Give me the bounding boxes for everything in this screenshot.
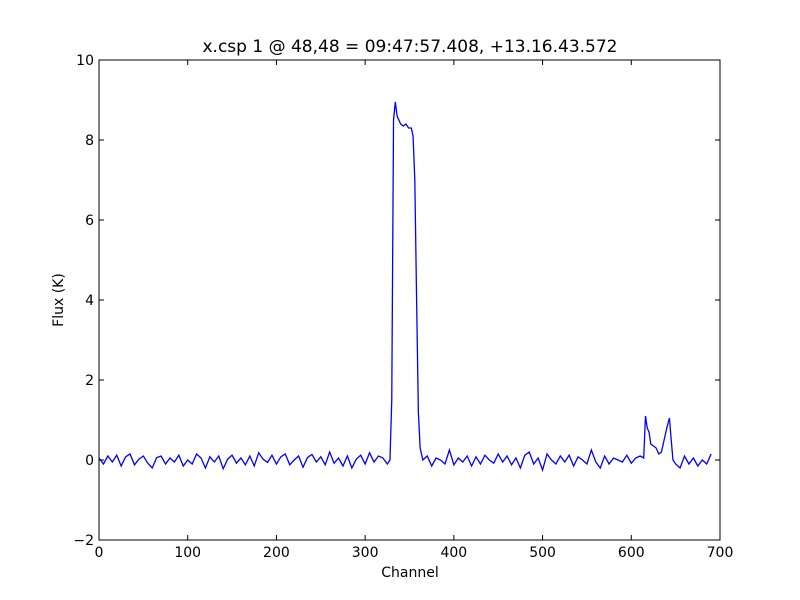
chart-title: x.csp 1 @ 48,48 = 09:47:57.408, +13.16.4… <box>202 37 617 57</box>
y-tick-label: 2 <box>85 373 94 389</box>
x-axis-label: Channel <box>381 565 438 581</box>
x-tick-label: 700 <box>707 545 734 561</box>
x-tick-label: 0 <box>95 545 104 561</box>
y-tick-label: 0 <box>85 453 94 469</box>
y-axis-label: Flux (K) <box>51 273 67 327</box>
y-tick-label: 10 <box>76 53 94 69</box>
y-tick-label: 4 <box>85 293 94 309</box>
y-tick-label: −2 <box>73 533 94 549</box>
y-tick-label: 8 <box>85 133 94 149</box>
y-tick-label: 6 <box>85 213 94 229</box>
x-tick-label: 200 <box>263 545 290 561</box>
x-tick-label: 500 <box>529 545 556 561</box>
data-line <box>98 101 712 473</box>
x-tick-label: 600 <box>618 545 645 561</box>
x-tick-label: 400 <box>440 545 467 561</box>
x-tick-label: 100 <box>174 545 201 561</box>
x-tick-label: 300 <box>352 545 379 561</box>
